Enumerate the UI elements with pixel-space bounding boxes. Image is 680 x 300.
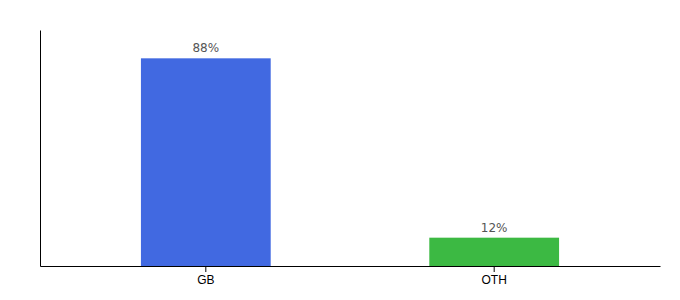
x-axis-line	[41, 266, 661, 267]
plot-area: GB OTH 88% 12%	[41, 31, 661, 287]
x-tick: OTH	[482, 266, 507, 287]
x-tick-label: OTH	[482, 273, 507, 287]
data-label: 12%	[481, 221, 508, 235]
y-axis	[40, 31, 41, 267]
y-axis-line	[40, 31, 41, 267]
chart-container: GB OTH 88% 12%	[0, 0, 680, 300]
x-tick: GB	[197, 266, 214, 287]
data-labels: 88% 12%	[192, 41, 507, 234]
data-label: 88%	[192, 41, 219, 55]
bars	[141, 58, 559, 266]
bar	[141, 58, 271, 266]
x-tick-label: GB	[197, 273, 214, 287]
x-axis: GB OTH	[41, 266, 661, 287]
chart-svg: GB OTH 88% 12%	[0, 0, 680, 300]
bar	[429, 238, 559, 266]
x-tick-mark	[494, 266, 495, 272]
x-tick-mark	[205, 266, 206, 272]
